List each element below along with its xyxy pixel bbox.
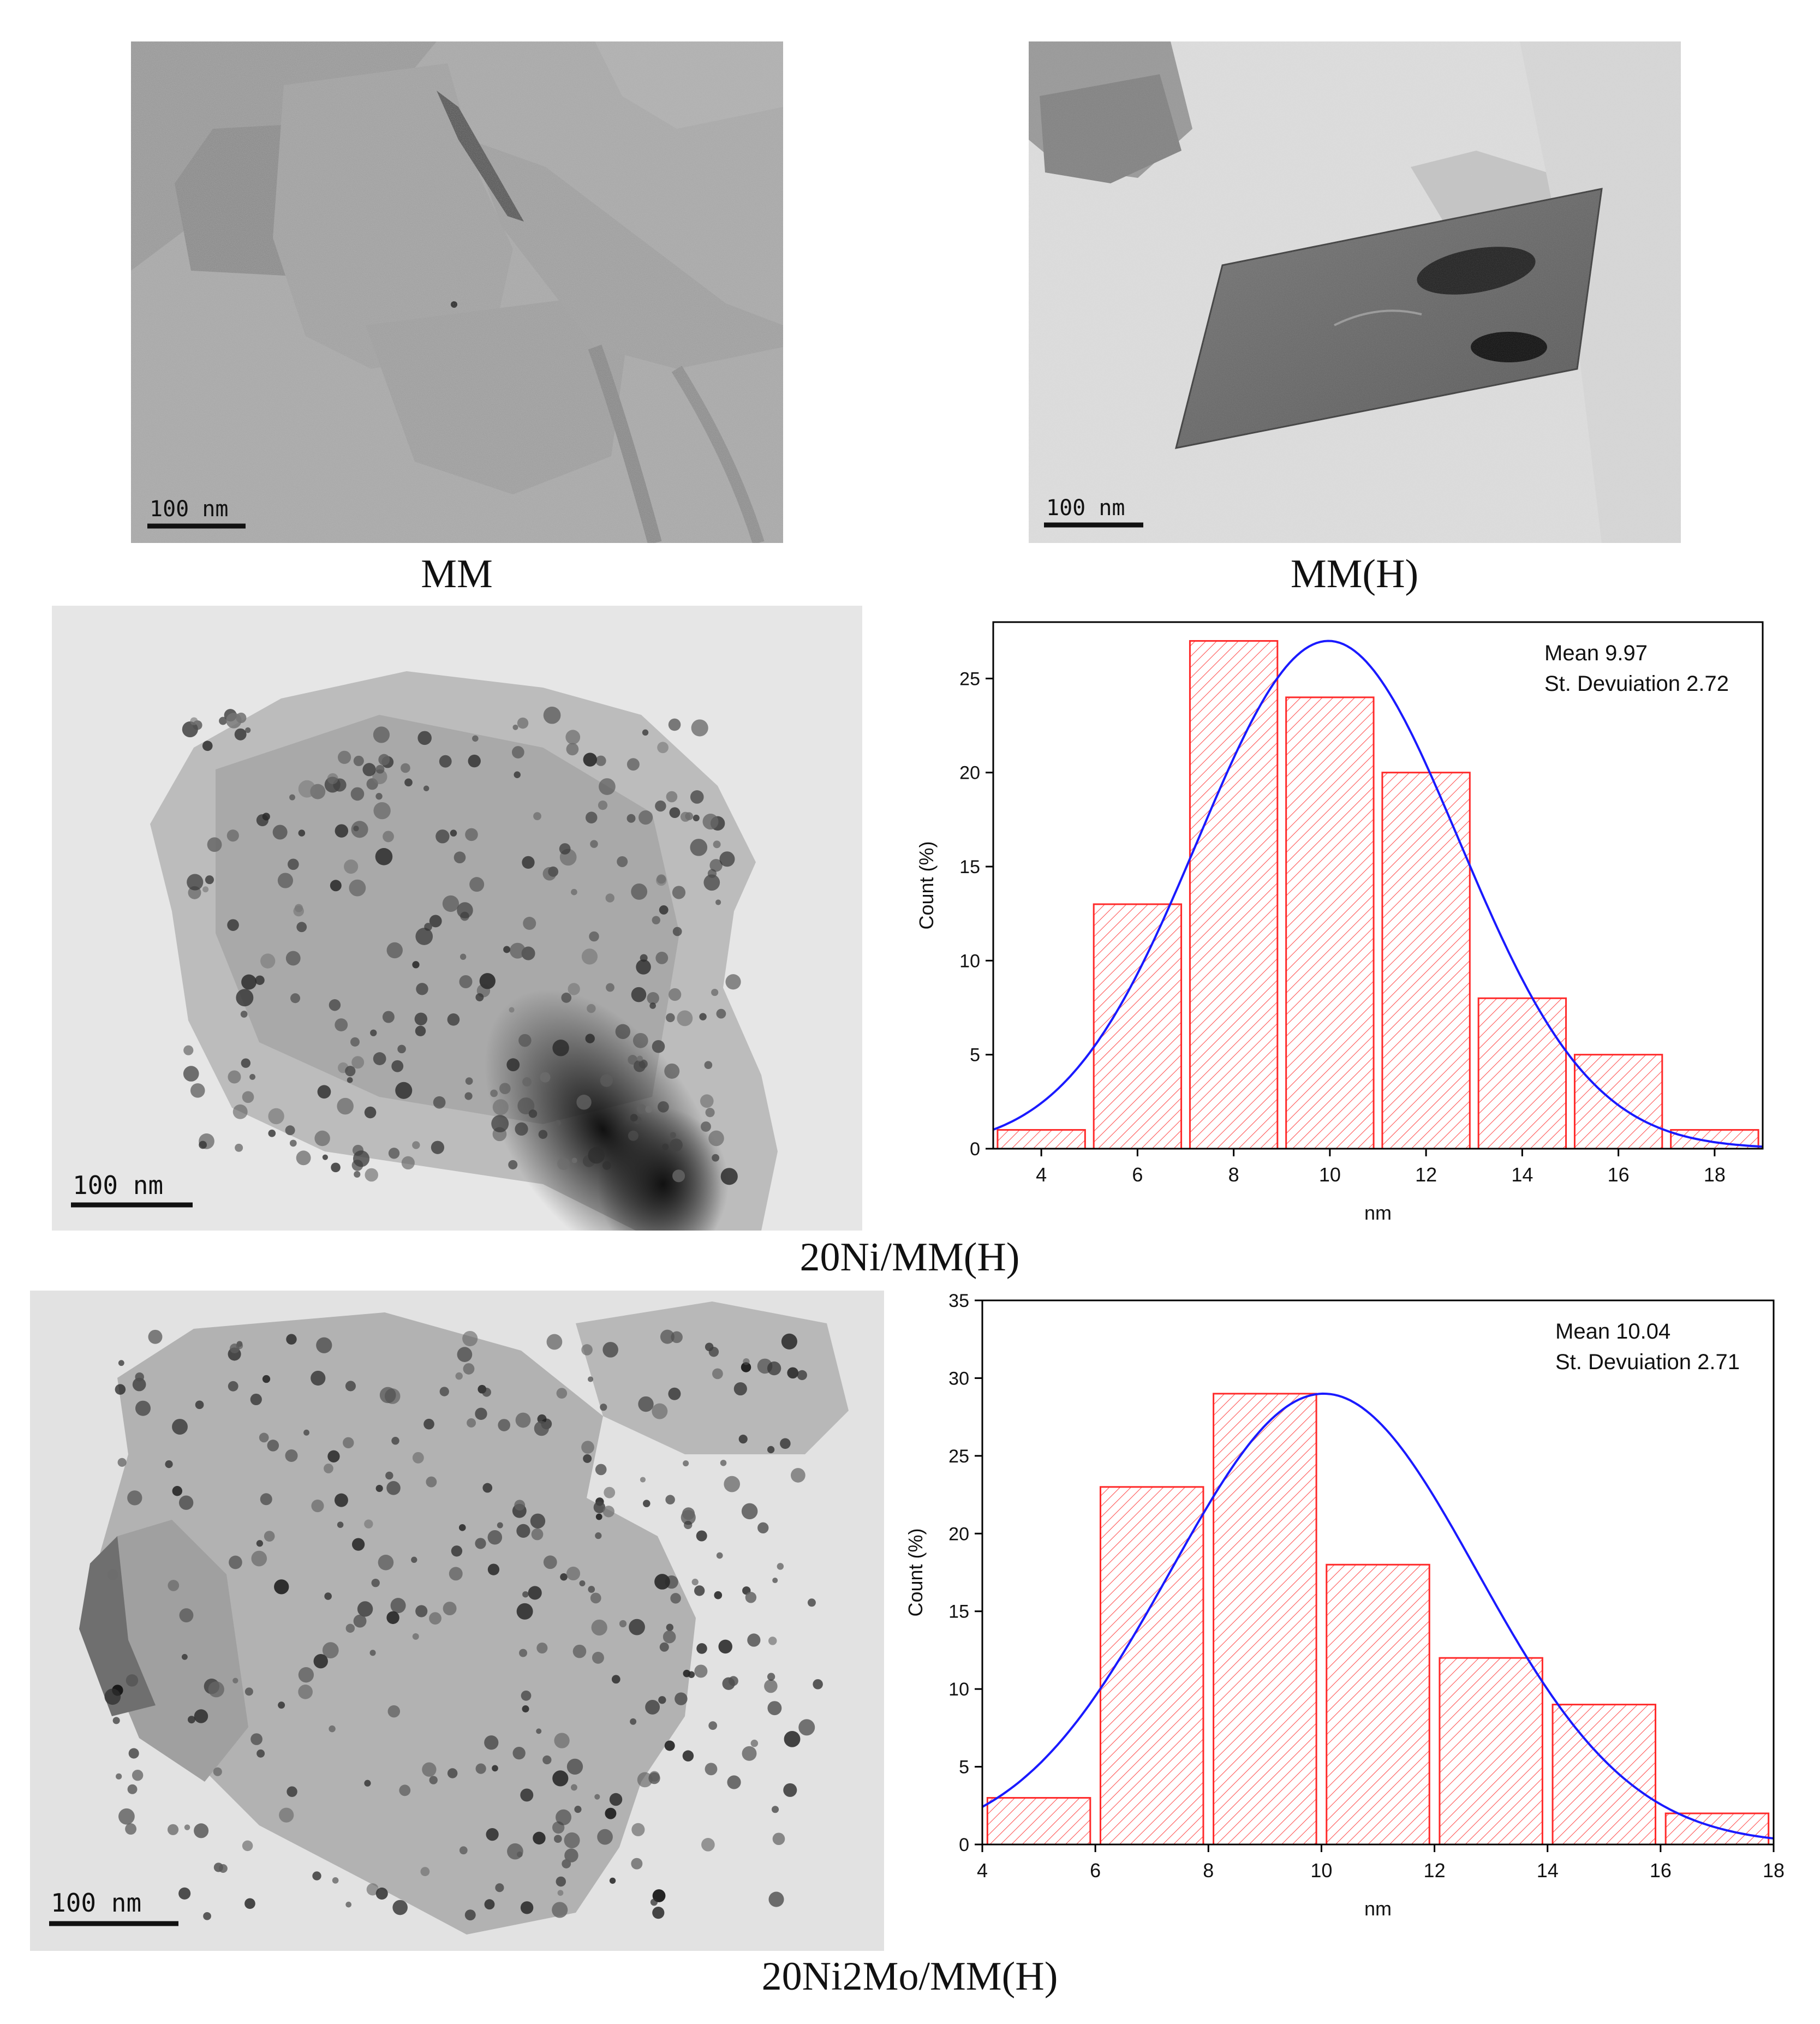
histogram-bar [1573,1054,1663,1150]
histogram-bar [1285,696,1375,1150]
y-tick-label: 20 [948,1524,969,1544]
y-tick-label: 25 [959,668,980,689]
y-tick-label: 5 [970,1045,980,1066]
tem-image-mm: 100 nm [131,41,783,543]
x-tick-label: 8 [1228,1163,1239,1186]
y-tick-label: 35 [948,1291,969,1311]
tem-image-mmh: 100 nm [1029,41,1681,543]
mean-annotation: Mean 10.04 [1555,1320,1670,1344]
x-tick-label: 18 [1704,1163,1726,1186]
caption-20ni2mo: 20Ni2Mo/MM(H) [761,1954,1058,1999]
y-tick-label: 10 [959,951,980,971]
histogram-bar [1439,1657,1543,1846]
caption-mm: MM [421,552,493,596]
stdev-annotation: St. Devuiation 2.72 [1544,672,1729,696]
caption-mmh: MM(H) [1290,552,1419,596]
y-axis-label: Count (%) [915,841,938,929]
plot-frame [981,1299,1775,1846]
y-axis-label: Count (%) [904,1528,927,1616]
x-tick-label: 6 [1132,1163,1143,1186]
y-tick-label: 0 [959,1835,969,1855]
normal-fit-curve [993,640,1763,1148]
y-tick-label: 25 [948,1446,969,1467]
x-tick-label: 14 [1511,1163,1533,1186]
y-tick-label: 0 [970,1139,980,1160]
x-tick-label: 10 [1319,1163,1341,1186]
x-tick-label: 12 [1424,1859,1446,1882]
x-tick-label: 8 [1203,1859,1214,1882]
y-tick-label: 30 [948,1368,969,1389]
x-tick-label: 16 [1650,1859,1672,1882]
histogram-bar [1099,1486,1204,1846]
x-tick-label: 14 [1537,1859,1559,1882]
histogram-bar [986,1797,1091,1846]
x-tick-label: 10 [1310,1859,1332,1882]
plot-frame [992,621,1764,1150]
histogram-bar [1326,1563,1430,1846]
y-tick-label: 10 [948,1679,969,1700]
x-tick-label: 16 [1608,1163,1630,1186]
x-tick-label: 18 [1763,1859,1785,1882]
scale-bar-label: 100 nm [150,497,229,522]
tem-image-20ni: 100 nm [52,606,862,1231]
histogram-bar [1213,1393,1317,1846]
scale-bar-label: 100 nm [51,1888,141,1918]
x-tick-label: 6 [1090,1859,1101,1882]
y-tick-label: 15 [959,857,980,877]
y-tick-label: 20 [959,763,980,784]
normal-fit-curve [982,1392,1774,1840]
tem-image-20ni2mo: 100 nm [30,1291,884,1951]
histogram-bar [1664,1812,1770,1846]
scale-bar-label: 100 nm [1046,495,1125,521]
histogram-bar [1552,1704,1657,1846]
scale-bar-label: 100 nm [73,1171,163,1200]
histogram-bar [1477,997,1567,1150]
x-tick-label: 4 [977,1859,988,1882]
x-tick-label: 4 [1036,1163,1047,1186]
histogram-bar [1670,1129,1759,1150]
x-axis-label: nm [1364,1897,1392,1920]
histogram-bar [1189,640,1279,1150]
x-tick-label: 12 [1415,1163,1437,1186]
caption-20ni: 20Ni/MM(H) [799,1235,1020,1280]
stdev-annotation: St. Devuiation 2.71 [1555,1350,1740,1374]
mean-annotation: Mean 9.97 [1544,641,1648,665]
histogram-20ni2mo: 4 6 8 10 12 14 16 18 0 5 10 15 20 25 30 35 nm Count (%) Me… [895,1291,1790,1951]
x-axis-label: nm [1364,1202,1392,1224]
histogram-bar [1381,772,1471,1150]
y-tick-label: 15 [948,1602,969,1622]
histogram-bar [996,1129,1086,1150]
y-tick-label: 5 [959,1757,969,1778]
histogram-20ni: 4 6 8 10 12 14 16 18 0 5 10 15 20 25 nm Count (%) Mean 9… [906,606,1779,1233]
